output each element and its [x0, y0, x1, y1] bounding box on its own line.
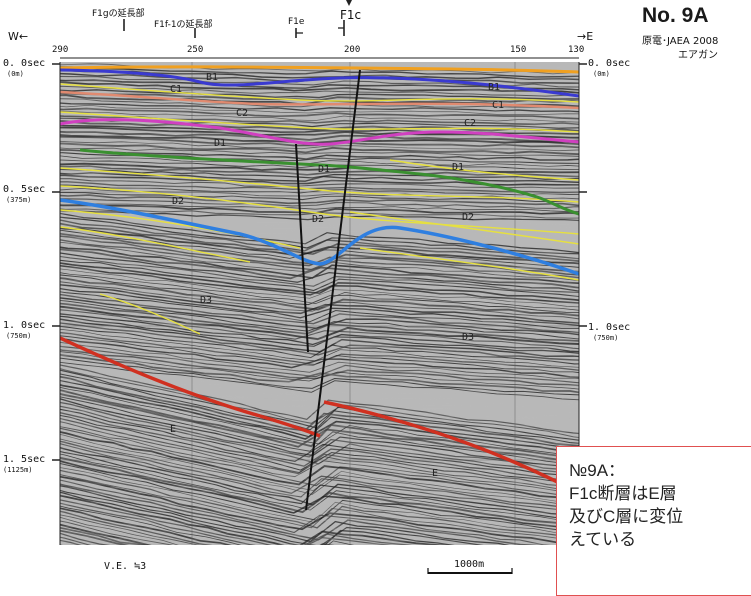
d1-horizon [60, 118, 579, 146]
layer-label-e-right: E [432, 468, 439, 479]
left-time-15: 1. 5sec [3, 454, 46, 465]
layer-label-d1: D1 [214, 138, 227, 149]
e-horizon-west [60, 336, 321, 438]
top-tick-200: 200 [344, 45, 361, 55]
layer-label-d1-center: D1 [318, 164, 331, 175]
top-tick-250: 250 [187, 45, 204, 55]
note-line-2: 及びC層に変位 [569, 507, 684, 526]
vertical-exaggeration: V.E. ≒3 [104, 561, 147, 572]
fault-f1e [295, 143, 309, 353]
figure-number: No. 9A [642, 4, 709, 27]
left-time-05: 0. 5sec [3, 184, 46, 195]
top-tick-130: 130 [568, 45, 585, 55]
layer-label-c2: C2 [236, 108, 249, 119]
top-tick-150: 150 [510, 45, 527, 55]
layer-label-d3-right: D3 [462, 332, 475, 343]
note-line-3: えている [569, 530, 637, 549]
seismic-profile-image [60, 62, 579, 545]
orange-horizon [60, 65, 579, 74]
layer-label-c1: C1 [170, 84, 183, 95]
fault-f1c [305, 69, 361, 511]
left-depth-15: (1125m) [3, 466, 33, 474]
fault-label-f1c: F1c [340, 8, 362, 22]
layer-label-d1-right: D1 [452, 162, 465, 173]
left-depth-05: (375m) [6, 196, 32, 204]
left-depth-0: (0m) [7, 70, 24, 78]
west-direction: W← [8, 30, 29, 43]
note-line-1: F1c断層はE層 [569, 484, 677, 503]
green-horizon [79, 148, 579, 216]
method-label: エアガン [678, 50, 718, 61]
right-time-10: 1. 0sec [588, 322, 631, 333]
layer-label-c1-right: C1 [492, 100, 505, 111]
fault-label-f1e: F1e [288, 17, 305, 27]
c2-horizon [60, 90, 579, 110]
left-time-0: 0. 0sec [3, 58, 46, 69]
seismic-section: B1 B1 C1 C1 C2 C2 D1 D1 D1 D2 D2 D2 D3 D… [60, 62, 579, 545]
b1-horizon [60, 68, 579, 98]
source-label: 原電･JAEA 2008 [642, 36, 719, 47]
layer-label-c2-right: C2 [464, 118, 477, 129]
layer-label-e: E [170, 424, 177, 435]
layer-label-d3: D3 [200, 295, 213, 306]
fault-label-f1f1: F1f-1の延長部 [154, 20, 213, 30]
layer-label-b1-right: B1 [488, 82, 501, 93]
note-title: №9A： [569, 461, 626, 480]
fault-label-f1g: F1gの延長部 [92, 9, 145, 19]
d2-horizon [60, 198, 579, 276]
left-depth-10: (750m) [6, 332, 32, 340]
scale-bar-label: 1000m [454, 559, 485, 570]
annotation-note: №9A： F1c断層はE層 及びC層に変位 えている [556, 446, 751, 596]
layer-label-d2-right: D2 [462, 212, 475, 223]
east-direction: →E [577, 30, 594, 43]
layer-label-b1: B1 [206, 72, 219, 83]
left-time-10: 1. 0sec [3, 320, 46, 331]
layer-label-d2: D2 [172, 196, 185, 207]
right-depth-10: (750m) [593, 334, 619, 342]
right-time-0: 0. 0sec [588, 58, 631, 69]
yellow-horizons [60, 83, 579, 335]
fault-markers [60, 0, 579, 59]
top-tick-290: 290 [52, 45, 69, 55]
right-depth-0: (0m) [593, 70, 610, 78]
layer-label-d2-center: D2 [312, 214, 325, 225]
